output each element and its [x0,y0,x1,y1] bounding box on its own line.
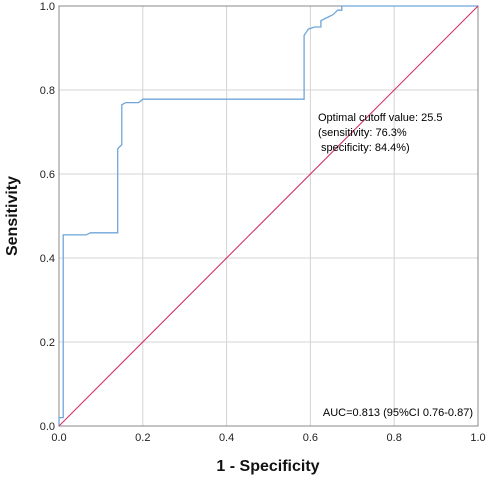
annotation-auc: AUC=0.813 (95%CI 0.76-0.87) [323,407,473,419]
y-tick-label: 0.8 [40,85,55,97]
y-tick-label: 1.0 [40,1,55,13]
x-tick-label: 0.4 [219,432,234,444]
y-axis-title: Sensitivity [4,176,21,256]
x-tick-label: 1.0 [470,432,485,444]
reference-diagonal-line [58,5,479,427]
annotation-cutoff-line1: Optimal cutoff value: 25.5 [318,112,443,124]
annotation-cutoff-line3: specificity: 84.4%) [318,142,410,154]
x-axis-title: 1 - Specificity [216,458,319,475]
x-tick-label: 0.8 [387,432,402,444]
x-axis-ticks: 0.0 0.2 0.4 0.6 0.8 1.0 [51,432,485,444]
y-tick-label: 0.6 [40,169,55,181]
plot-frame [58,5,479,427]
y-tick-label: 0.2 [40,337,55,349]
x-tick-label: 0.0 [51,432,66,444]
x-tick-label: 0.2 [135,432,150,444]
x-tick-label: 0.6 [303,432,318,444]
annotation-cutoff-line2: (sensitivity: 76.3% [318,127,407,139]
series-layer [58,5,479,427]
y-tick-label: 0.4 [40,253,55,265]
roc-curve-line [58,5,478,426]
grid-lines [58,5,479,427]
y-tick-label: 0.0 [40,421,55,433]
y-axis-ticks: 0.0 0.2 0.4 0.6 0.8 1.0 [40,1,55,433]
